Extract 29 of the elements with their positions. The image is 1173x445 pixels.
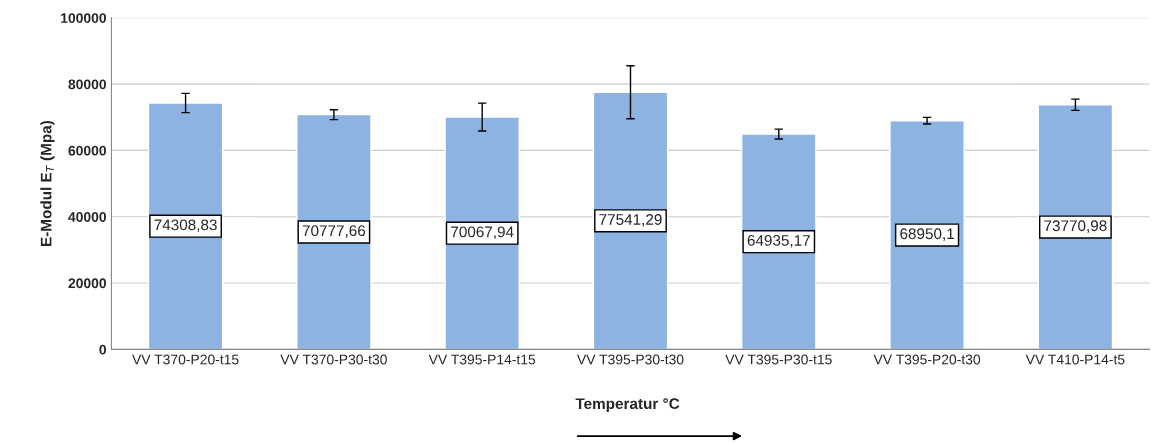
y-tick-label: 40000 <box>68 212 107 222</box>
x-tick-label: VV T395-P14-t15 <box>428 354 536 365</box>
bar <box>1037 104 1114 350</box>
bar <box>147 102 224 350</box>
data-label: 73770,98 <box>1044 220 1107 233</box>
bar <box>889 120 965 350</box>
x-axis-title: Temperatur °C <box>575 398 680 413</box>
y-tick-label: 20000 <box>68 278 107 289</box>
y-axis-title: E-Modul E$_{T}$ (Mpa) <box>40 120 55 246</box>
data-label: 77541,29 <box>599 214 662 227</box>
y-tick-label: 100000 <box>61 13 107 23</box>
bar <box>741 133 817 350</box>
x-tick-label: VV T395-P20-t30 <box>873 354 981 365</box>
y-tick-label: 0 <box>99 344 107 355</box>
y-tick-label: 80000 <box>68 79 107 90</box>
x-tick-label: VV T370-P20-t15 <box>132 354 239 365</box>
x-tick-label: VV T410-P14-t5 <box>1025 354 1125 365</box>
bar <box>444 116 520 350</box>
y-tick-label: 60000 <box>68 145 107 156</box>
bar <box>592 91 669 350</box>
data-label: 68950,1 <box>900 228 954 241</box>
bar <box>296 113 372 350</box>
data-label: 74308,83 <box>154 219 217 233</box>
data-label: 70067,94 <box>451 226 514 240</box>
data-label: 70777,66 <box>302 225 366 238</box>
data-label: 64935,17 <box>747 234 810 248</box>
x-tick-label: VV T370-P30-t30 <box>280 354 387 365</box>
x-tick-label: VV T395-P30-t30 <box>577 354 684 365</box>
x-tick-label: VV T395-P30-t15 <box>725 354 832 365</box>
